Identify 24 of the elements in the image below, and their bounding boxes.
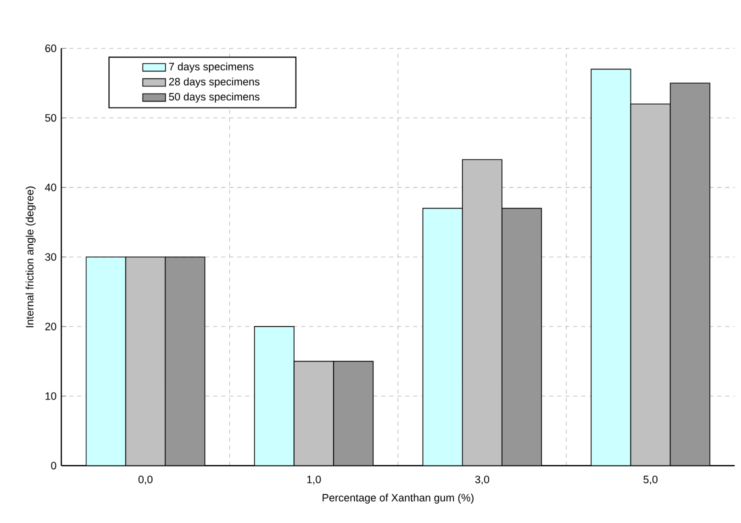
y-tick-label: 0 <box>51 462 56 470</box>
bar <box>670 82 710 466</box>
legend-label: 7 days specimens <box>169 62 254 72</box>
x-tick-label: 1,0 <box>307 476 321 484</box>
x-tick-label: 0,0 <box>138 476 153 484</box>
bar <box>630 104 671 466</box>
y-tick-label: 40 <box>45 184 56 192</box>
legend-label: 50 days specimens <box>168 92 260 103</box>
x-tick-label: 3,0 <box>475 476 490 484</box>
y-tick-label: 60 <box>45 44 56 52</box>
bar <box>462 159 502 466</box>
x-tick-label: 5,0 <box>644 476 658 484</box>
x-axis-title: Percentage of Xanthan gum (%) <box>322 494 474 504</box>
legend-label: 28 days specimens <box>169 78 260 88</box>
y-tick-label: 10 <box>46 392 56 400</box>
bar <box>125 256 166 466</box>
bar <box>294 360 334 466</box>
y-tick-label: 30 <box>45 253 56 261</box>
bar <box>333 360 374 466</box>
y-tick-label: 50 <box>45 114 56 122</box>
y-axis-title: Internal friction angle (degree) <box>26 186 36 328</box>
bar <box>164 256 206 466</box>
bar <box>502 208 542 466</box>
y-tick-label: 20 <box>45 322 56 330</box>
